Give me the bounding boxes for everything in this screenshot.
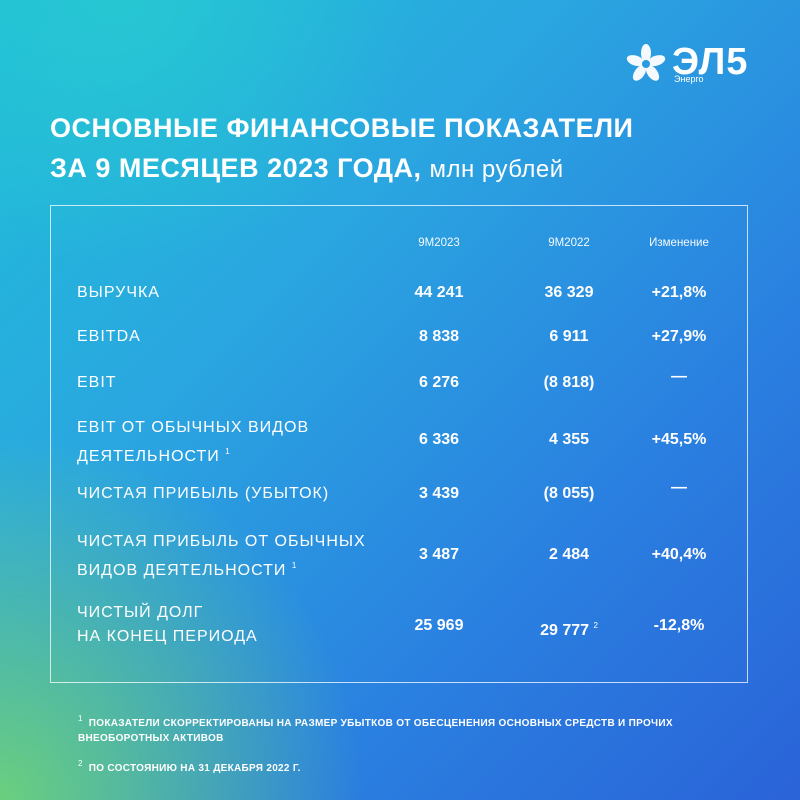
flower-icon xyxy=(626,44,666,81)
row-value-2022: 29 777 2 xyxy=(540,621,598,639)
row-value-2023: 6 276 xyxy=(418,374,460,391)
page-title-line2: ЗА 9 МЕСЯЦЕВ 2023 ГОДА, млн рублей xyxy=(50,152,564,186)
row-value-2023: 8 838 xyxy=(418,328,460,345)
page-title-unit: млн рублей xyxy=(429,156,564,183)
row-change: +40,4% xyxy=(651,546,707,563)
row-value-2023: 44 241 xyxy=(414,284,464,301)
row-label: EBIT ОТ ОБЫЧНЫХ ВИДОВ ДЕЯТЕЛЬНОСТИ 1 xyxy=(77,419,310,465)
row-value-2023: 3 439 xyxy=(418,485,460,502)
header-9m2022: 9М2022 xyxy=(548,237,590,249)
row-change: — xyxy=(671,368,687,385)
row-value-2023: 6 336 xyxy=(418,431,460,448)
footnote-ref: 1 xyxy=(225,447,231,456)
row-value-2022: 36 329 xyxy=(544,284,594,301)
row-value-2023: 25 969 xyxy=(414,617,464,634)
row-label: ВЫРУЧКА xyxy=(77,284,160,301)
row-change: +45,5% xyxy=(651,431,707,448)
footnote-1: 1 ПОКАЗАТЕЛИ СКОРРЕКТИРОВАНЫ НА РАЗМЕР УБ… xyxy=(78,711,758,746)
row-value-2022: (8 818) xyxy=(543,374,595,391)
row-change: +27,9% xyxy=(651,328,707,345)
footnote-text: ПО СОСТОЯНИЮ НА 31 ДЕКАБРЯ 2022 Г. xyxy=(88,763,301,774)
page-title-period: ЗА 9 МЕСЯЦЕВ 2023 ГОДА, xyxy=(50,153,422,183)
brand-logo: ЭЛ5 Энерго xyxy=(624,40,754,88)
row-change: — xyxy=(671,479,687,496)
row-value-2022: 4 355 xyxy=(548,431,590,448)
row-label: EBITDA xyxy=(77,328,141,345)
row-value-2022: (8 055) xyxy=(543,485,595,502)
header-change: Изменение xyxy=(649,237,709,249)
logo-wordmark: ЭЛ5 xyxy=(672,41,749,83)
row-value-2022: 2 484 xyxy=(548,546,590,563)
row-change: +21,8% xyxy=(651,284,707,301)
logo-subtext: Энерго xyxy=(674,74,704,84)
row-label: ЧИСТАЯ ПРИБЫЛЬ ОТ ОБЫЧНЫХ ВИДОВ ДЕЯТЕЛЬН… xyxy=(77,533,366,579)
row-label: ЧИСТЫЙ ДОЛГ НА КОНЕЦ ПЕРИОДА xyxy=(77,604,258,645)
footnote-2: 2 ПО СОСТОЯНИЮ НА 31 ДЕКАБРЯ 2022 Г. xyxy=(78,756,758,776)
footnote-ref: 1 xyxy=(291,561,298,570)
page-title-line1: ОСНОВНЫЕ ФИНАНСОВЫЕ ПОКАЗАТЕЛИ xyxy=(50,113,634,143)
row-label: EBIT xyxy=(77,374,117,391)
footnote-mark: 1 xyxy=(78,714,83,723)
financial-table: 9М2023 9М2022 Изменение ВЫРУЧКА 44 241 3… xyxy=(50,205,748,683)
header-9m2023: 9М2023 xyxy=(418,237,460,249)
footnote-mark: 2 xyxy=(78,759,83,768)
footnote-text: ПОКАЗАТЕЛИ СКОРРЕКТИРОВАНЫ НА РАЗМЕР УБЫ… xyxy=(78,718,673,744)
row-label: ЧИСТАЯ ПРИБЫЛЬ (УБЫТОК) xyxy=(77,485,330,502)
footnote-ref: 2 xyxy=(593,621,598,630)
row-change: -12,8% xyxy=(653,617,705,634)
row-value-2023: 3 487 xyxy=(418,546,460,563)
row-value-2022: 6 911 xyxy=(549,328,589,345)
